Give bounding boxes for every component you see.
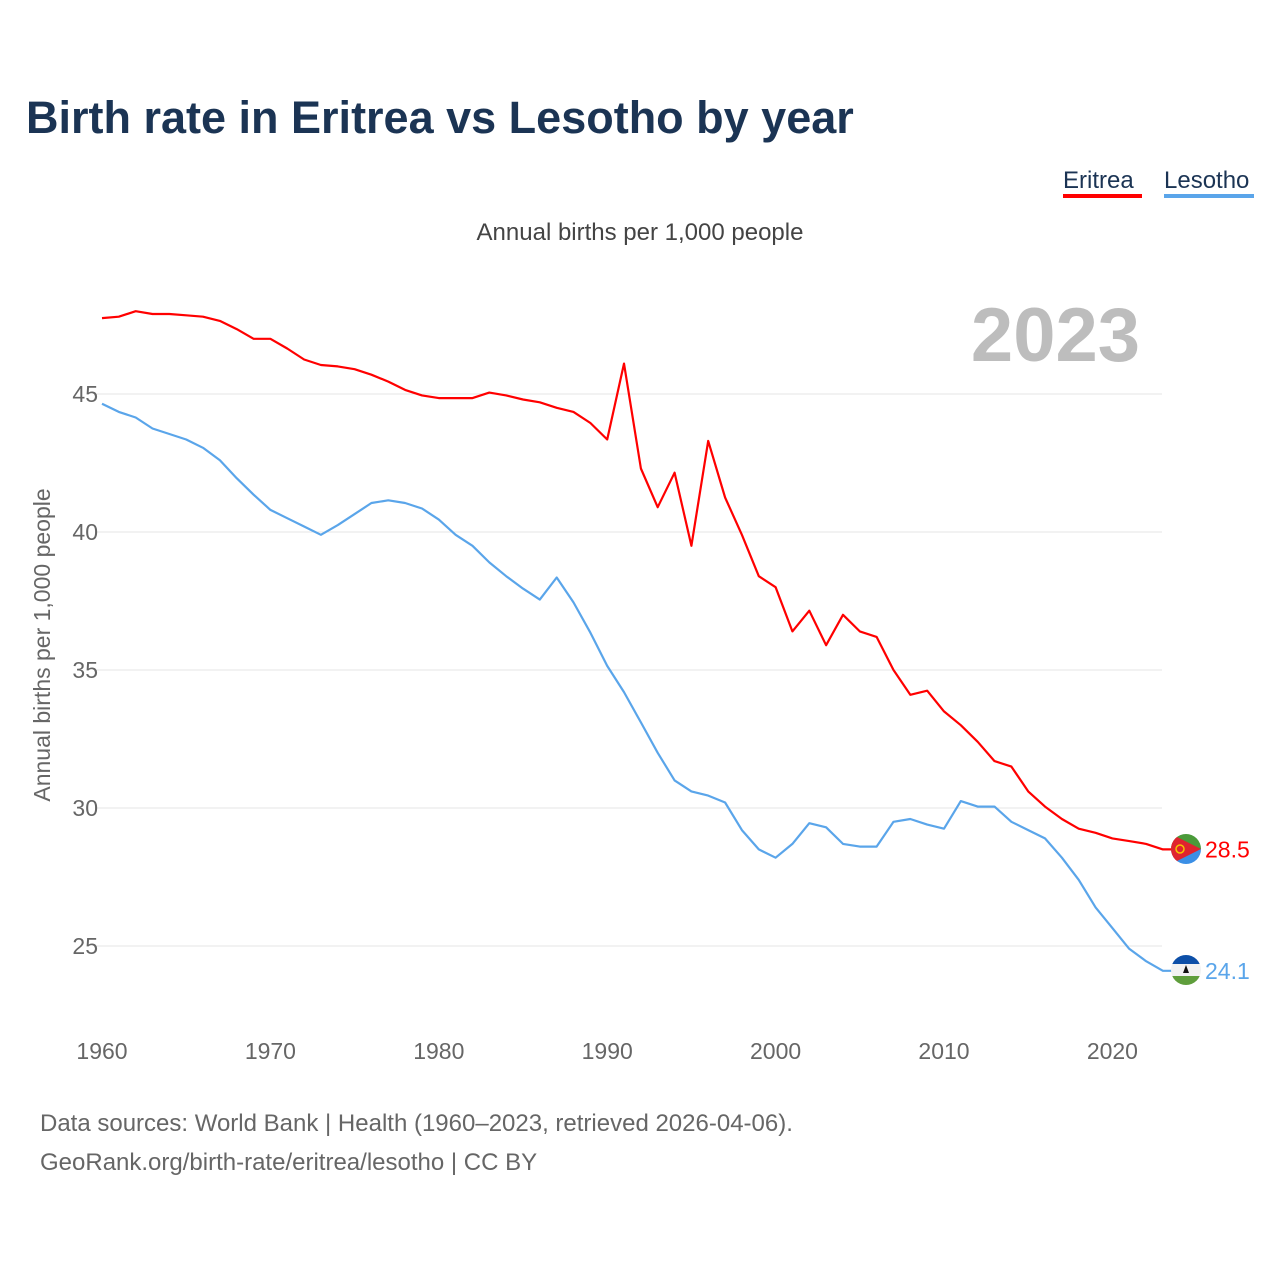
x-tick-label: 2000 — [750, 1038, 801, 1064]
x-tick-label: 1970 — [245, 1038, 296, 1064]
y-axis-label: Annual births per 1,000 people — [29, 488, 55, 801]
year-label: 2023 — [971, 293, 1140, 378]
legend-item-eritrea[interactable]: Eritrea — [1063, 167, 1142, 198]
chart-title: Birth rate in Eritrea vs Lesotho by year — [26, 92, 854, 143]
series-line-eritrea — [101, 310, 1172, 851]
y-tick-label: 45 — [72, 381, 98, 407]
legend-label: Lesotho — [1164, 167, 1249, 194]
footer-sources: Data sources: World Bank | Health (1960–… — [40, 1110, 793, 1137]
x-tick-label: 1960 — [76, 1038, 127, 1064]
x-tick-label: 1990 — [582, 1038, 633, 1064]
y-tick-label: 25 — [72, 933, 98, 959]
y-tick-label: 30 — [72, 795, 98, 821]
legend-label: Eritrea — [1063, 167, 1134, 194]
legend-item-lesotho[interactable]: Lesotho — [1164, 167, 1254, 198]
x-tick-label: 2010 — [918, 1038, 969, 1064]
end-value-label-lesotho: 24.1 — [1205, 958, 1250, 984]
end-value-label-eritrea: 28.5 — [1205, 836, 1250, 862]
series-line-lesotho — [101, 402, 1172, 972]
footer-link[interactable]: GeoRank.org/birth-rate/eritrea/lesotho |… — [40, 1149, 537, 1176]
chart-subtitle: Annual births per 1,000 people — [477, 219, 804, 246]
lesotho-flag-icon — [1171, 955, 1201, 985]
y-tick-label: 35 — [72, 657, 98, 683]
legend-swatch — [1063, 194, 1142, 198]
eritrea-flag-icon — [1171, 834, 1201, 864]
x-tick-label: 2020 — [1087, 1038, 1138, 1064]
x-tick-label: 1980 — [413, 1038, 464, 1064]
y-tick-label: 40 — [72, 519, 98, 545]
legend-swatch — [1164, 194, 1254, 198]
